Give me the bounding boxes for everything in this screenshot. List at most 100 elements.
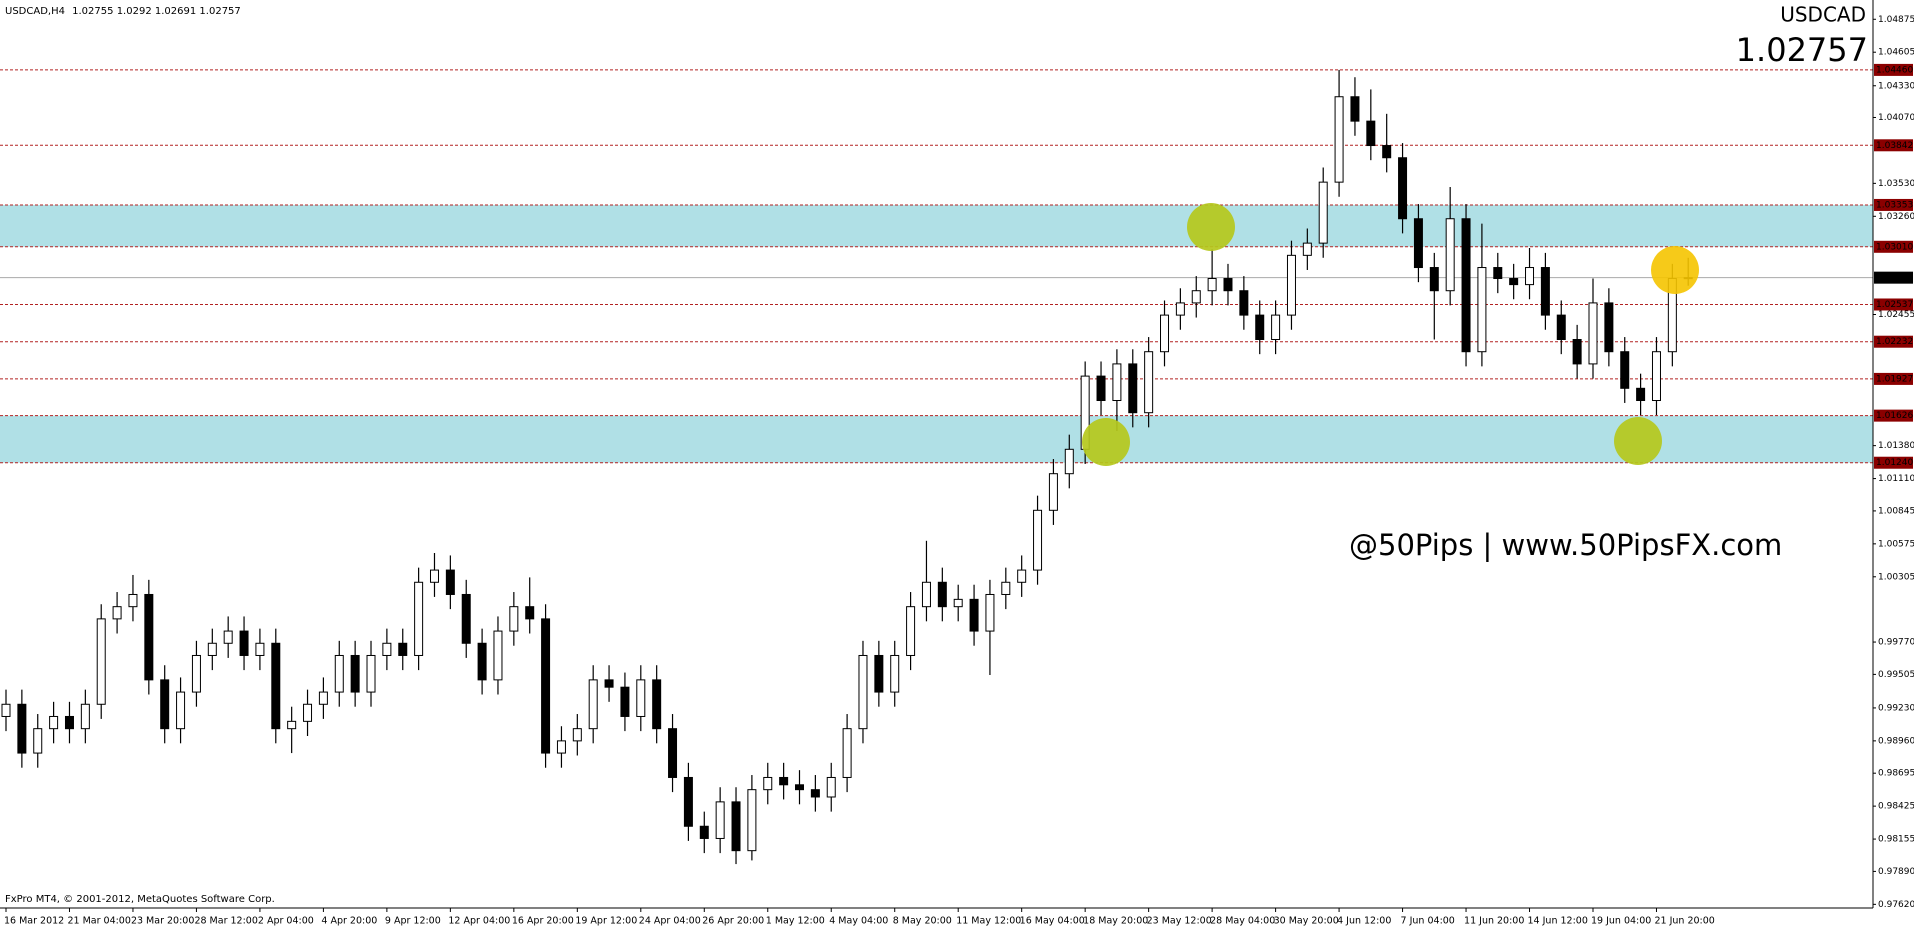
candle-body [1318, 181, 1328, 244]
level-label-box [1874, 63, 1913, 76]
level-label-box [1874, 335, 1913, 348]
candle-body [1620, 351, 1630, 389]
candle-body [429, 569, 439, 583]
candle-body [1572, 339, 1582, 365]
y-tick-label: 0.99505 [1878, 670, 1914, 680]
candle-body [795, 784, 804, 791]
candle-body [842, 728, 852, 778]
candle-body [112, 606, 122, 620]
candle-body [1651, 351, 1661, 402]
level-label: 1.03353 [1876, 200, 1913, 210]
candle-body [985, 593, 995, 632]
candle-body [1286, 254, 1296, 316]
candle-body [303, 703, 313, 722]
candle-body [271, 642, 281, 730]
y-tick-label: 1.00305 [1878, 572, 1914, 582]
header-low: 1.02691 [155, 6, 196, 17]
candle-body [1509, 278, 1519, 286]
x-tick-label: 19 Apr 12:00 [575, 916, 637, 927]
x-tick-label: 21 Mar 04:00 [67, 916, 130, 927]
header-open: 1.02755 [72, 6, 113, 17]
level-label: 1.03010 [1876, 242, 1913, 252]
candle-body [366, 654, 376, 693]
zone [0, 415, 1873, 463]
candle-body [525, 606, 535, 620]
candle-body [318, 691, 328, 705]
y-tick-label: 1.04070 [1878, 113, 1914, 123]
y-tick-label: 0.98425 [1878, 802, 1914, 812]
y-tick-label: 1.03530 [1878, 179, 1914, 189]
candle-body [906, 606, 916, 656]
header-close: 1.02757 [199, 6, 240, 17]
candle-body [96, 618, 106, 705]
level-label-box [1874, 298, 1913, 311]
candle-body [1160, 314, 1170, 353]
candle-body [1175, 302, 1185, 316]
y-tick-label: 0.97890 [1878, 867, 1914, 877]
y-tick-label: 1.03260 [1878, 212, 1914, 222]
candle-body [1128, 363, 1138, 414]
candle-body [239, 630, 249, 656]
level-label-box [1874, 409, 1913, 422]
candle-body [715, 801, 725, 839]
highlight-circle [1187, 203, 1235, 251]
candle-body [207, 642, 217, 656]
x-tick-label: 14 Jun 12:00 [1528, 916, 1588, 927]
zone [0, 204, 1873, 247]
candle-body [1223, 278, 1233, 292]
candle-body [588, 679, 598, 730]
candle-body [1144, 351, 1154, 414]
candle-body [826, 776, 836, 798]
x-tick-label: 4 Jun 12:00 [1337, 916, 1391, 927]
candle-body [1191, 290, 1201, 304]
candle-body [255, 642, 265, 656]
y-tick-label: 0.98155 [1878, 835, 1914, 845]
candle-body [683, 776, 693, 827]
candle-body [1207, 278, 1217, 292]
x-tick-label: 23 Mar 20:00 [131, 916, 194, 927]
current-price-label: 1.02757 [1876, 273, 1913, 283]
y-tick-label: 0.98695 [1878, 769, 1914, 779]
candle-body [144, 593, 154, 681]
candle-body [1413, 218, 1423, 269]
y-tick-label: 0.98960 [1878, 736, 1914, 746]
level-label-box [1874, 240, 1913, 253]
candles [1, 69, 1693, 865]
level-label-box [1874, 139, 1913, 152]
candle-body [937, 581, 947, 608]
level-label: 1.01927 [1876, 374, 1913, 384]
candle-body [1048, 473, 1058, 511]
x-tick-label: 30 May 20:00 [1274, 916, 1339, 927]
candle-body [747, 789, 757, 852]
x-tick-label: 23 May 12:00 [1147, 916, 1212, 927]
level-label: 1.04460 [1876, 65, 1913, 75]
level-label: 1.03842 [1876, 141, 1913, 151]
candle-body [477, 642, 487, 681]
candle-body [398, 642, 408, 656]
symbol: USDCAD [1780, 3, 1866, 27]
header: USDCAD,H4 1.02755 1.0292 1.02691 1.02757 [5, 6, 241, 17]
current-price-box [1874, 271, 1913, 284]
candle-body [1334, 96, 1344, 183]
candle-body [1477, 267, 1487, 353]
highlight-circle [1614, 417, 1662, 465]
y-tick-label: 1.01110 [1878, 474, 1914, 484]
candle-body [493, 630, 503, 681]
candle-body [1239, 290, 1249, 316]
candle-body [1096, 375, 1106, 402]
candle-body [1398, 157, 1408, 220]
level-label-box [1874, 372, 1913, 385]
y-tick-label: 1.01380 [1878, 441, 1914, 451]
candle-body [890, 654, 900, 693]
candle-body [556, 740, 566, 754]
candle-body [414, 581, 424, 656]
candle-body [810, 789, 820, 798]
y-tick-label: 0.97620 [1878, 900, 1914, 910]
candle-body [1461, 218, 1471, 353]
candle-body [1445, 218, 1455, 292]
zones [0, 204, 1873, 463]
candle-body [1366, 120, 1376, 147]
candle-body [541, 618, 551, 754]
x-tick-label: 7 Jun 04:00 [1401, 916, 1455, 927]
